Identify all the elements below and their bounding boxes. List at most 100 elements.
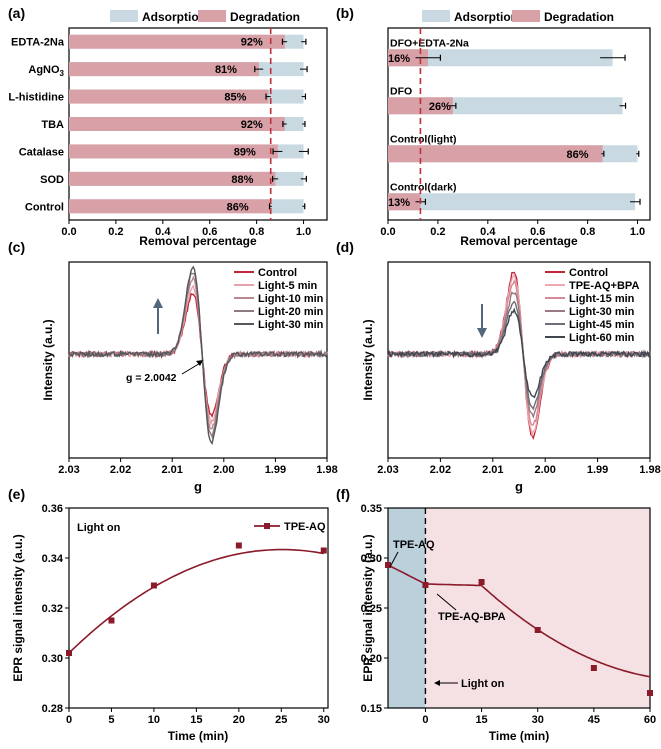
x-tick-label: 0 [66,714,72,726]
x-tick-label: 0.8 [249,226,264,238]
x-tick-label: 1.99 [587,464,608,476]
y-tick-label: 0.15 [361,703,382,715]
y-axis-label: EPR signal intensity (a.u.) [11,534,25,681]
x-tick-label: 60 [644,714,656,726]
x-tick-label: 2.02 [430,464,451,476]
bar-adsorption [388,49,613,67]
bar-degradation [388,193,421,211]
panel-label-a: (a) [8,5,25,21]
x-tick-label: 2.01 [482,464,503,476]
x-tick-label: 15 [475,714,487,726]
data-label: 26% [429,101,451,113]
legend-label: Light-5 min [258,280,318,292]
legend-label: TPE-AQ+BPA [569,280,639,292]
legend-label-degradation: Degradation [544,10,614,24]
bar-degradation [69,34,285,49]
fit-curve [68,548,324,654]
data-label: 13% [388,197,410,209]
x-tick-label: 2.03 [58,464,79,476]
x-tick-label: 15 [190,714,202,726]
data-label: 88% [231,174,253,186]
x-tick-label: 1.0 [630,226,645,238]
legend-swatch-adsorption [422,10,450,22]
category-label: Control [25,201,64,213]
legend-label: Control [569,267,608,279]
data-label: 92% [241,37,263,49]
tpe-aq-pointer [389,551,399,568]
x-tick-label: 0.6 [530,226,545,238]
data-point [66,650,72,656]
light-region [425,508,650,708]
category-label: Catalase [19,146,64,158]
bar-degradation [69,62,259,77]
data-point [647,690,653,696]
legend-label-adsorption: Adsorption [142,10,206,24]
x-tick-label: 1.99 [265,464,286,476]
bar-degradation [69,199,271,214]
data-point [478,579,485,585]
category-label: DFO [390,85,412,97]
x-axis-label: g [194,479,202,494]
data-label: 86% [567,149,589,161]
x-tick-label: 2.02 [110,464,131,476]
category-label: SOD [40,174,64,186]
legend-swatch-adsorption [110,10,138,22]
y-axis-label: Intensity (a.u.) [361,319,375,400]
x-axis-label: g [515,479,523,494]
dark-region [388,508,426,708]
bar-degradation [388,49,428,67]
x-tick-label: 0.0 [61,226,76,238]
y-tick-label: 0.32 [42,603,63,615]
x-tick-label: 5 [108,714,114,726]
spectrum-line [68,265,328,445]
x-tick-label: 1.98 [639,464,660,476]
x-tick-label: 0.2 [430,226,445,238]
bar-adsorption [388,193,636,211]
y-tick-label: 0.30 [361,553,382,565]
legend-label: Light-30 min [569,306,635,318]
tpe-aq-bpa-pointer [436,593,457,611]
fit-curve [387,564,651,678]
x-tick-label: 1.0 [296,226,311,238]
legend-label-tpe-aq: TPE-AQ [284,521,326,533]
panel-f: 0 15 30 45 60 0.15 0.20 0.25 0.30 0.35 TPE-AQ TP… [361,503,657,743]
x-tick-label: 2.00 [534,464,555,476]
panel-label-d: (d) [336,239,354,255]
plot-frame [68,261,328,459]
light-on-label: Light on [77,522,121,534]
x-axis-label: Removal percentage [139,234,257,248]
bar-degradation [69,171,276,186]
panel-b: Adsorption Degradation 16% DFO+EDTA-2Na 26… [380,10,651,248]
light-on-annotation: Light on [461,678,505,690]
annotation-arrowhead [196,360,203,366]
tpe-aq-annotation: TPE-AQ [393,539,435,551]
legend-label: Light-60 min [569,332,635,344]
category-label: Control(light) [390,133,456,145]
category-label: AgNO3 [28,64,64,78]
x-tick-label: 0.6 [202,226,217,238]
data-point [235,542,242,549]
category-label: EDTA-2Na [11,37,65,49]
legend-label-degradation: Degradation [230,10,300,24]
x-tick-label: 2.03 [377,464,398,476]
legend-label: Light-10 min [258,293,324,305]
data-label: 16% [388,53,410,65]
legend-label: Control [258,267,297,279]
x-tick-label: 25 [275,714,287,726]
y-tick-label: 0.25 [361,603,382,615]
bar-degradation [388,97,453,115]
panel-label-c: (c) [8,239,25,255]
x-axis-label: Removal percentage [460,234,578,248]
data-point [422,582,429,588]
trend-arrowhead [477,328,487,338]
data-point [320,547,327,554]
data-point [534,627,541,633]
spectrum-line [387,307,651,399]
data-point [590,665,597,671]
x-tick-label: 1.98 [316,464,337,476]
legend-label: Light-30 min [258,319,324,331]
bar-degradation [69,117,285,131]
data-point [385,562,391,568]
